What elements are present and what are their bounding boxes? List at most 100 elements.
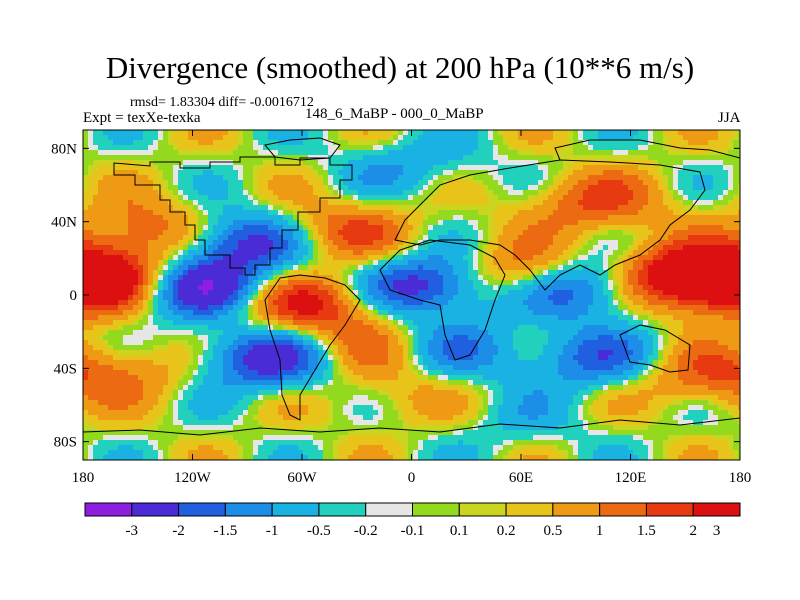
field-cell xyxy=(638,155,644,161)
field-cell xyxy=(513,210,519,216)
field-cell xyxy=(103,225,109,231)
field-cell xyxy=(723,130,729,136)
field-cell xyxy=(408,170,414,176)
field-cell xyxy=(298,165,304,171)
field-cell xyxy=(578,255,584,261)
field-cell xyxy=(723,160,729,166)
field-cell xyxy=(178,150,184,156)
field-cell xyxy=(533,290,539,296)
field-cell xyxy=(183,150,189,156)
field-cell xyxy=(123,280,129,286)
field-cell xyxy=(93,290,99,296)
field-cell xyxy=(658,290,664,296)
field-cell xyxy=(423,190,429,196)
field-cell xyxy=(563,165,569,171)
field-cell xyxy=(88,280,94,286)
field-cell xyxy=(273,275,279,281)
field-cell xyxy=(523,285,529,291)
field-cell xyxy=(643,140,649,146)
field-cell xyxy=(513,185,519,191)
field-cell xyxy=(713,180,719,186)
field-cell xyxy=(643,160,649,166)
field-cell xyxy=(348,270,354,276)
field-cell xyxy=(438,300,444,306)
field-cell xyxy=(733,195,739,201)
field-cell xyxy=(718,250,724,256)
field-cell xyxy=(323,250,329,256)
field-cell xyxy=(103,270,109,276)
field-cell xyxy=(153,165,159,171)
field-cell xyxy=(513,155,519,161)
field-cell xyxy=(308,285,314,291)
field-cell xyxy=(523,220,529,226)
field-cell xyxy=(328,315,334,321)
field-cell xyxy=(523,300,529,306)
field-cell xyxy=(98,225,104,231)
field-cell xyxy=(243,130,249,136)
field-cell xyxy=(153,235,159,241)
field-cell xyxy=(413,210,419,216)
field-cell xyxy=(488,225,494,231)
field-cell xyxy=(398,295,404,301)
field-cell xyxy=(453,245,459,251)
field-cell xyxy=(508,200,514,206)
field-cell xyxy=(173,210,179,216)
field-cell xyxy=(363,280,369,286)
field-cell xyxy=(133,170,139,176)
field-cell xyxy=(388,305,394,311)
field-cell xyxy=(288,140,294,146)
field-cell xyxy=(533,230,539,236)
field-cell xyxy=(563,170,569,176)
field-cell xyxy=(333,255,339,261)
field-cell xyxy=(588,150,594,156)
field-cell xyxy=(413,195,419,201)
field-cell xyxy=(323,285,329,291)
field-cell xyxy=(423,175,429,181)
field-cell xyxy=(328,295,334,301)
field-cell xyxy=(363,295,369,301)
field-cell xyxy=(328,270,334,276)
field-cell xyxy=(293,155,299,161)
field-cell xyxy=(418,230,424,236)
field-cell xyxy=(458,135,464,141)
field-cell xyxy=(543,260,549,266)
field-cell xyxy=(498,275,504,281)
field-cell xyxy=(243,165,249,171)
field-cell xyxy=(658,275,664,281)
field-cell xyxy=(728,170,734,176)
field-cell xyxy=(438,135,444,141)
field-cell xyxy=(653,255,659,261)
field-cell xyxy=(658,175,664,181)
field-cell xyxy=(178,220,184,226)
field-cell xyxy=(158,295,164,301)
field-cell xyxy=(283,165,289,171)
field-cell xyxy=(223,165,229,171)
field-cell xyxy=(508,140,514,146)
field-cell xyxy=(403,305,409,311)
field-cell xyxy=(123,225,129,231)
field-cell xyxy=(663,190,669,196)
field-cell xyxy=(233,305,239,311)
field-cell xyxy=(638,180,644,186)
field-cell xyxy=(478,135,484,141)
field-cell xyxy=(728,160,734,166)
field-cell xyxy=(673,275,679,281)
field-cell xyxy=(633,215,639,221)
field-cell xyxy=(403,285,409,291)
field-cell xyxy=(258,305,264,311)
field-cell xyxy=(93,270,99,276)
field-cell xyxy=(618,130,624,136)
field-cell xyxy=(353,200,359,206)
field-cell xyxy=(433,280,439,286)
field-cell xyxy=(308,240,314,246)
field-cell xyxy=(568,290,574,296)
field-cell xyxy=(318,220,324,226)
field-cell xyxy=(253,280,259,286)
field-cell xyxy=(433,165,439,171)
field-cell xyxy=(608,200,614,206)
field-cell xyxy=(468,270,474,276)
field-cell xyxy=(273,310,279,316)
field-cell xyxy=(113,310,119,316)
field-cell xyxy=(103,305,109,311)
field-cell xyxy=(268,260,274,266)
